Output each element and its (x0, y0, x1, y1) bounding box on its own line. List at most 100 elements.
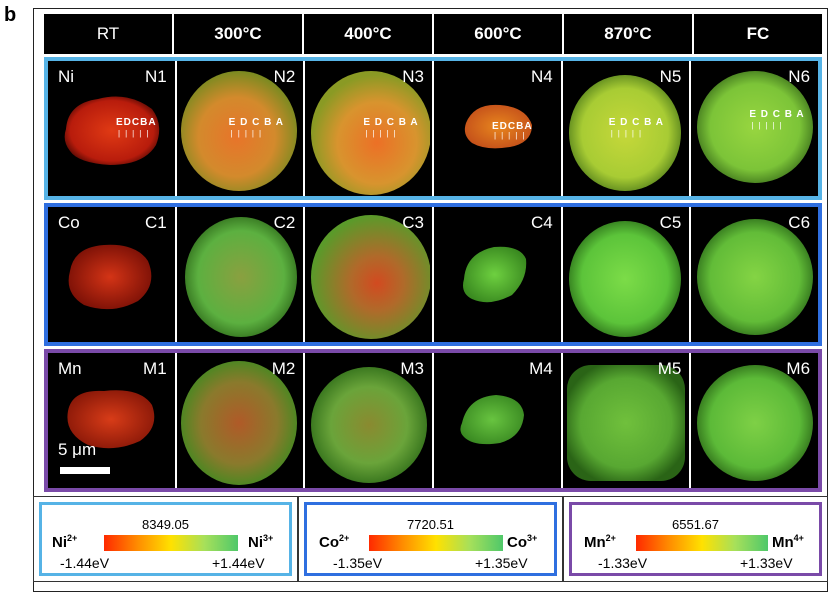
point-labels: E D C B A (363, 117, 419, 128)
legend-energy: 8349.05 (142, 517, 189, 532)
particle-image (311, 215, 431, 339)
cell-label: N5 (659, 67, 682, 86)
column-header-fc: FC (746, 24, 770, 43)
point-labels: E D C B A (228, 117, 284, 128)
column-header-400c: 400°C (304, 14, 434, 54)
cell-label: M6 (786, 359, 811, 378)
particle-image (68, 244, 152, 310)
cell-label: M5 (657, 359, 682, 378)
column-header-300c: 300°C (174, 14, 304, 54)
element-label-ni: Ni (58, 67, 75, 86)
particle-image (464, 104, 533, 149)
legend-right-ion: Ni3+ (248, 533, 274, 551)
legend-left-ion: Co2+ (319, 533, 350, 551)
point-ticks: ||||| (610, 129, 647, 138)
particle-image (64, 96, 160, 165)
legend-left-ion: Mn2+ (584, 533, 616, 551)
particle-image (184, 217, 297, 337)
mn-row: Mn M1 5 μm M2 M3 M4 M5 (44, 349, 822, 492)
legend-energy: 7720.51 (407, 517, 454, 532)
color-gradient-bar (636, 535, 768, 551)
mn-legend-border: 6551.67 Mn2+ Mn4+ -1.33eV +1.33eV (569, 502, 822, 576)
cell-c5: C5 (563, 207, 692, 342)
co-legend-border: 7720.51 Co2+ Co3+ -1.35eV +1.35eV (304, 502, 557, 576)
legend-left-ion: Ni2+ (52, 533, 78, 551)
point-ticks: ||||| (230, 129, 267, 138)
legend-min-value: -1.35eV (333, 555, 383, 571)
column-header-870c: 870°C (564, 14, 694, 54)
particle-image (180, 71, 297, 191)
cell-label: M3 (400, 359, 425, 378)
ni-legend-border: 8349.05 Ni2+ Ni3+ -1.44eV +1.44eV (39, 502, 292, 576)
particle-image (460, 395, 525, 445)
cell-m1: Mn M1 5 μm (48, 353, 177, 488)
scale-bar (60, 467, 110, 474)
cell-m3: M3 (305, 353, 435, 488)
scale-bar-label: 5 μm (58, 440, 97, 459)
cell-label: N1 (144, 67, 167, 86)
cell-c6: C6 (691, 207, 818, 342)
point-ticks: ||||| (118, 129, 154, 138)
cell-n5: N5 E D C B A ||||| (563, 61, 692, 196)
cell-label: C3 (402, 213, 425, 232)
column-header-600c: 600°C (434, 14, 564, 54)
point-ticks: ||||| (751, 121, 787, 130)
point-labels: E D C B A (608, 117, 664, 128)
cell-label: C2 (273, 213, 296, 232)
cell-label: C6 (788, 213, 811, 232)
cell-label: M1 (143, 359, 167, 378)
point-labels: E D C B A (749, 109, 805, 120)
particle-image (697, 219, 814, 335)
legend-min-value: -1.33eV (598, 555, 648, 571)
legend-right-ion: Co3+ (507, 533, 538, 551)
cell-n4: N4 EDCBA ||||| (434, 61, 563, 196)
cell-label: N6 (788, 67, 811, 86)
ni-row: Ni N1 EDCBA ||||| N2 E D C B A ||||| N3 … (44, 57, 822, 200)
cell-c3: C3 (305, 207, 435, 342)
cell-label: N2 (273, 67, 296, 86)
cell-n6: N6 E D C B A ||||| (691, 61, 818, 196)
cell-n3: N3 E D C B A ||||| (305, 61, 435, 196)
cell-c2: C2 (177, 207, 306, 342)
cell-label: C1 (144, 213, 167, 232)
cell-label: M2 (271, 359, 296, 378)
cell-label: N3 (402, 67, 425, 86)
co-legend: 7720.51 Co2+ Co3+ -1.35eV +1.35eV (298, 496, 563, 582)
element-label-mn: Mn (58, 359, 82, 378)
legend-energy: 6551.67 (672, 517, 719, 532)
point-ticks: ||||| (494, 131, 530, 140)
cell-m5: M5 (563, 353, 692, 488)
point-labels: EDCBA (116, 117, 157, 128)
particle-image (568, 75, 681, 191)
point-ticks: ||||| (365, 129, 401, 138)
column-header-row: RT 300°C 400°C 600°C 870°C FC (44, 14, 822, 54)
cell-n1: Ni N1 EDCBA ||||| (48, 61, 177, 196)
cell-c4: C4 (434, 207, 563, 342)
particle-image (180, 361, 297, 485)
point-labels: EDCBA (492, 121, 533, 132)
mn-legend: 6551.67 Mn2+ Mn4+ -1.33eV +1.33eV (563, 496, 828, 582)
color-gradient-bar (104, 535, 238, 551)
legend-max-value: +1.35eV (475, 555, 528, 571)
cell-n2: N2 E D C B A ||||| (177, 61, 306, 196)
legend-max-value: +1.33eV (740, 555, 793, 571)
particle-image (67, 390, 155, 449)
ni-legend: 8349.05 Ni2+ Ni3+ -1.44eV +1.44eV (33, 496, 298, 582)
cell-label: C5 (659, 213, 682, 232)
cell-label: C4 (530, 213, 553, 232)
legend-max-value: +1.44eV (212, 555, 265, 571)
cell-label: M4 (529, 359, 553, 378)
particle-image (697, 71, 814, 183)
particle-image (311, 71, 431, 195)
particle-image (568, 221, 681, 337)
column-header-rt: RT (44, 14, 174, 54)
legend-min-value: -1.44eV (60, 555, 110, 571)
element-label-co: Co (58, 213, 80, 232)
cell-label: N4 (530, 67, 553, 86)
particle-image (463, 246, 527, 303)
particle-image (697, 365, 814, 481)
co-row: Co C1 C2 C3 C4 C5 (44, 203, 822, 346)
cell-m6: M6 (691, 353, 818, 488)
color-gradient-bar (369, 535, 503, 551)
cell-m2: M2 (177, 353, 306, 488)
